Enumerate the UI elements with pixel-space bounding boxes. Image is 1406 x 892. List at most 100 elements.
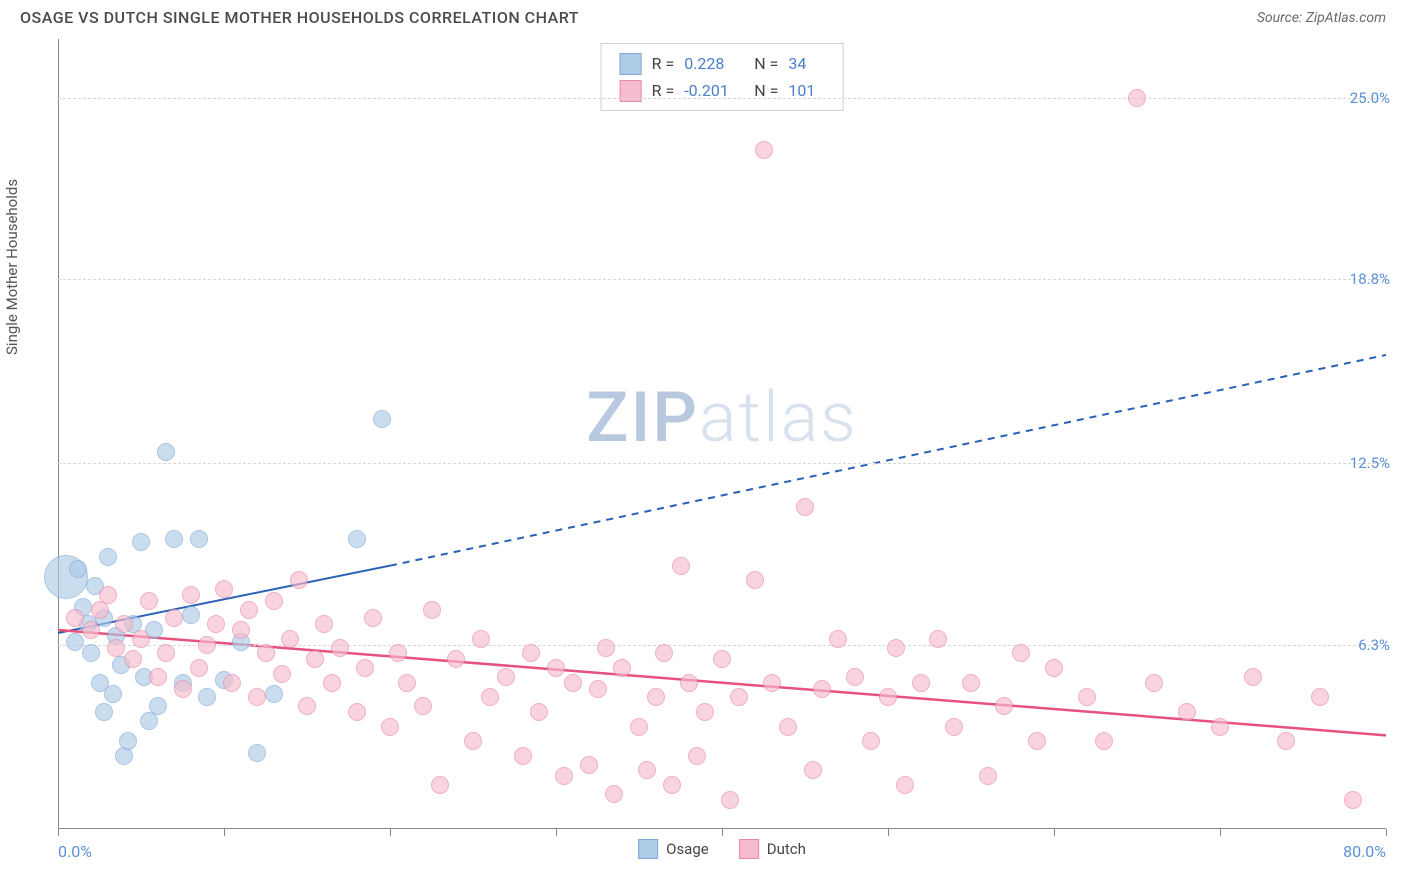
scatter-point-dutch [796, 498, 814, 516]
scatter-point-dutch [107, 639, 125, 657]
scatter-point-dutch [896, 776, 914, 794]
y-axis-label: Single Mother Households [3, 179, 21, 355]
scatter-point-dutch [755, 141, 773, 159]
scatter-point-dutch [945, 718, 963, 736]
scatter-point-dutch [846, 668, 864, 686]
scatter-point-dutch [132, 630, 150, 648]
scatter-point-dutch [356, 659, 374, 677]
chart-header: OSAGE VS DUTCH SINGLE MOTHER HOUSEHOLDS … [0, 0, 1406, 39]
x-tick [58, 829, 59, 836]
n-value: 34 [788, 50, 824, 77]
scatter-point-dutch [273, 665, 291, 683]
watermark: ZIPatlas [586, 377, 858, 459]
n-label: N = [754, 50, 778, 77]
scatter-point-dutch [555, 767, 573, 785]
scatter-point-dutch [1128, 89, 1146, 107]
scatter-point-dutch [630, 718, 648, 736]
x-axis-min-label: 0.0% [58, 842, 92, 861]
scatter-point-dutch [398, 674, 416, 692]
scatter-point-dutch [613, 659, 631, 677]
scatter-point-dutch [1244, 668, 1262, 686]
legend-label: Dutch [767, 840, 806, 858]
scatter-point-osage [119, 732, 137, 750]
scatter-point-dutch [1078, 688, 1096, 706]
legend-row-dutch: R =-0.201N =101 [620, 77, 825, 104]
scatter-point-dutch [447, 650, 465, 668]
scatter-point-dutch [779, 718, 797, 736]
watermark-part1: ZIP [586, 377, 699, 459]
scatter-point-dutch [995, 697, 1013, 715]
gridline [58, 279, 1386, 280]
trendline-osage-dashed [390, 355, 1386, 566]
scatter-point-dutch [638, 761, 656, 779]
scatter-point-dutch [1012, 644, 1030, 662]
scatter-point-dutch [306, 650, 324, 668]
scatter-point-osage [95, 703, 113, 721]
legend-item-dutch: Dutch [739, 839, 806, 859]
y-tick-label: 12.5% [1350, 454, 1390, 472]
scatter-point-osage [69, 560, 87, 578]
x-tick [390, 829, 391, 836]
scatter-point-dutch [240, 601, 258, 619]
scatter-point-dutch [115, 615, 133, 633]
scatter-point-osage [82, 644, 100, 662]
scatter-point-dutch [912, 674, 930, 692]
scatter-point-osage [149, 697, 167, 715]
x-tick [1054, 829, 1055, 836]
scatter-point-osage [248, 744, 266, 762]
scatter-point-dutch [655, 644, 673, 662]
y-axis-line [58, 39, 59, 829]
scatter-point-dutch [514, 747, 532, 765]
scatter-point-dutch [315, 615, 333, 633]
scatter-point-osage [182, 606, 200, 624]
scatter-point-osage [104, 685, 122, 703]
x-axis-max-label: 80.0% [1343, 842, 1386, 861]
scatter-point-dutch [165, 609, 183, 627]
scatter-point-dutch [257, 644, 275, 662]
chart-area: Single Mother Households ZIPatlas R =0.2… [20, 39, 1386, 829]
legend-swatch [739, 839, 759, 859]
scatter-point-dutch [696, 703, 714, 721]
scatter-point-dutch [364, 609, 382, 627]
scatter-point-osage [348, 530, 366, 548]
scatter-point-dutch [580, 756, 598, 774]
scatter-point-dutch [1311, 688, 1329, 706]
legend-label: Osage [666, 840, 709, 858]
scatter-point-osage [99, 548, 117, 566]
scatter-point-dutch [663, 776, 681, 794]
r-label: R = [652, 77, 675, 104]
scatter-point-dutch [414, 697, 432, 715]
scatter-point-dutch [688, 747, 706, 765]
scatter-point-dutch [721, 791, 739, 809]
scatter-point-dutch [804, 761, 822, 779]
n-value: 101 [788, 77, 824, 104]
scatter-point-dutch [746, 571, 764, 589]
scatter-point-osage [157, 443, 175, 461]
scatter-point-dutch [298, 697, 316, 715]
scatter-point-osage [198, 688, 216, 706]
legend-row-osage: R = 0.228 N = 34 [620, 50, 825, 77]
scatter-point-dutch [389, 644, 407, 662]
scatter-point-dutch [423, 601, 441, 619]
source-prefix: Source: [1257, 10, 1306, 26]
scatter-point-dutch [979, 767, 997, 785]
r-label: R = [652, 50, 675, 77]
scatter-point-dutch [174, 680, 192, 698]
plot-region: ZIPatlas R =0.228N =34R =-0.201N =101 Os… [58, 39, 1386, 829]
scatter-point-dutch [1178, 703, 1196, 721]
scatter-point-dutch [99, 586, 117, 604]
scatter-point-dutch [1277, 732, 1295, 750]
scatter-point-dutch [564, 674, 582, 692]
r-value: -0.201 [684, 77, 744, 104]
legend-swatch [620, 53, 642, 75]
watermark-part2: atlas [699, 377, 858, 459]
source-attribution: Source: ZipAtlas.com [1257, 10, 1386, 26]
y-tick-label: 18.8% [1350, 270, 1390, 288]
scatter-point-dutch [331, 639, 349, 657]
scatter-point-osage [373, 410, 391, 428]
r-value: 0.228 [684, 50, 744, 77]
scatter-point-dutch [223, 674, 241, 692]
scatter-point-dutch [124, 650, 142, 668]
scatter-point-dutch [547, 659, 565, 677]
scatter-point-dutch [265, 592, 283, 610]
